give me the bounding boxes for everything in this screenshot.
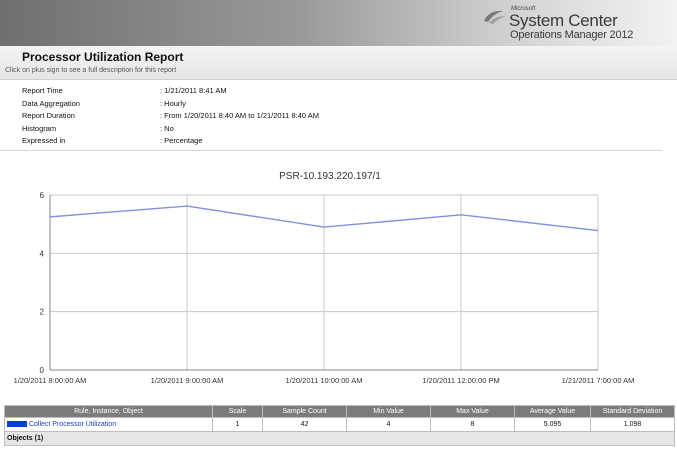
product-subname: Operations Manager 2012 bbox=[510, 29, 634, 41]
x-tick-label: 1/21/2011 7:00:00 AM bbox=[562, 376, 635, 385]
summary-table: Rule, Instance, Object Scale Sample Coun… bbox=[4, 405, 675, 446]
table-row: Collect Processor Utilization 1 42 4 8 5… bbox=[4, 417, 675, 432]
vendor-name: Microsoft bbox=[511, 6, 536, 12]
param-row: Histogram : No bbox=[22, 124, 662, 137]
column-header: Standard Deviation bbox=[590, 405, 675, 418]
system-center-logo-icon bbox=[484, 10, 506, 24]
param-value: : Percentage bbox=[160, 136, 203, 146]
column-header: Min Value bbox=[346, 405, 431, 418]
column-header: Max Value bbox=[430, 405, 515, 418]
param-value: : No bbox=[160, 123, 174, 133]
param-row: Expressed in : Percentage bbox=[22, 136, 662, 149]
series-line bbox=[49, 205, 599, 232]
product-logo: Microsoft System Center Operations Manag… bbox=[481, 6, 663, 42]
param-label: Expressed in bbox=[22, 136, 66, 146]
param-value: : From 1/20/2011 8:40 AM to 1/21/2011 8:… bbox=[160, 111, 319, 121]
x-tick-label: 1/20/2011 9:00:00 AM bbox=[151, 376, 224, 385]
max-value-cell: 8 bbox=[430, 417, 515, 432]
param-label: Report Time bbox=[22, 86, 63, 95]
min-value-cell: 4 bbox=[346, 417, 431, 432]
param-value: : Hourly bbox=[160, 98, 186, 108]
column-header: Scale bbox=[212, 405, 263, 418]
sample-count-cell: 42 bbox=[262, 417, 347, 432]
x-tick-label: 1/20/2011 10:00:00 AM bbox=[285, 376, 362, 385]
report-parameters: Report Time : 1/21/2011 8:41 AM Data Agg… bbox=[22, 86, 662, 149]
y-tick-label: 4 bbox=[40, 249, 45, 258]
param-label: Data Aggregation bbox=[22, 98, 80, 108]
product-name: System Center bbox=[509, 11, 618, 30]
std-dev-cell: 1.098 bbox=[590, 417, 675, 432]
param-label: Histogram bbox=[22, 123, 57, 133]
report-hint: Click on plus sign to see a full descrip… bbox=[5, 67, 177, 74]
average-value-cell: 5.095 bbox=[514, 417, 591, 432]
column-header: Rule, Instance, Object bbox=[4, 405, 213, 418]
scale-cell: 1 bbox=[212, 417, 263, 432]
param-row: Data Aggregation : Hourly bbox=[22, 99, 662, 112]
column-header: Average Value bbox=[514, 405, 591, 418]
chart-title: PSR-10.193.220.197/1 bbox=[279, 171, 381, 182]
y-tick-label: 2 bbox=[40, 308, 45, 317]
x-tick-label: 1/20/2011 8:00:00 AM bbox=[14, 376, 87, 385]
series-color-swatch bbox=[7, 421, 27, 428]
objects-row[interactable]: Objects (1) bbox=[4, 431, 675, 446]
param-label: Report Duration bbox=[22, 111, 75, 121]
param-row: Report Duration : From 1/20/2011 8:40 AM… bbox=[22, 111, 662, 124]
objects-label[interactable]: Objects (1) bbox=[4, 431, 675, 446]
utilization-line-chart: 0 2 4 6 1/20/2011 8:00:00 AM 1/20/2011 9:00:0… bbox=[14, 191, 635, 385]
column-header: Sample Count bbox=[262, 405, 347, 418]
y-tick-label: 6 bbox=[40, 191, 45, 200]
param-value: : 1/21/2011 8:41 AM bbox=[160, 86, 227, 95]
rule-link[interactable]: Collect Processor Utilization bbox=[28, 421, 117, 428]
y-tick-label: 0 bbox=[40, 366, 45, 375]
section-divider bbox=[0, 150, 662, 151]
table-header-row: Rule, Instance, Object Scale Sample Coun… bbox=[4, 405, 675, 418]
rule-cell: Collect Processor Utilization bbox=[4, 417, 213, 432]
x-tick-label: 1/20/2011 12:00:00 PM bbox=[422, 376, 499, 385]
report-title: Processor Utilization Report bbox=[22, 50, 184, 64]
param-row: Report Time : 1/21/2011 8:41 AM bbox=[22, 86, 662, 99]
header-banner: Microsoft System Center Operations Manag… bbox=[0, 0, 677, 46]
report-title-bar: Processor Utilization Report Click on pl… bbox=[0, 46, 677, 80]
